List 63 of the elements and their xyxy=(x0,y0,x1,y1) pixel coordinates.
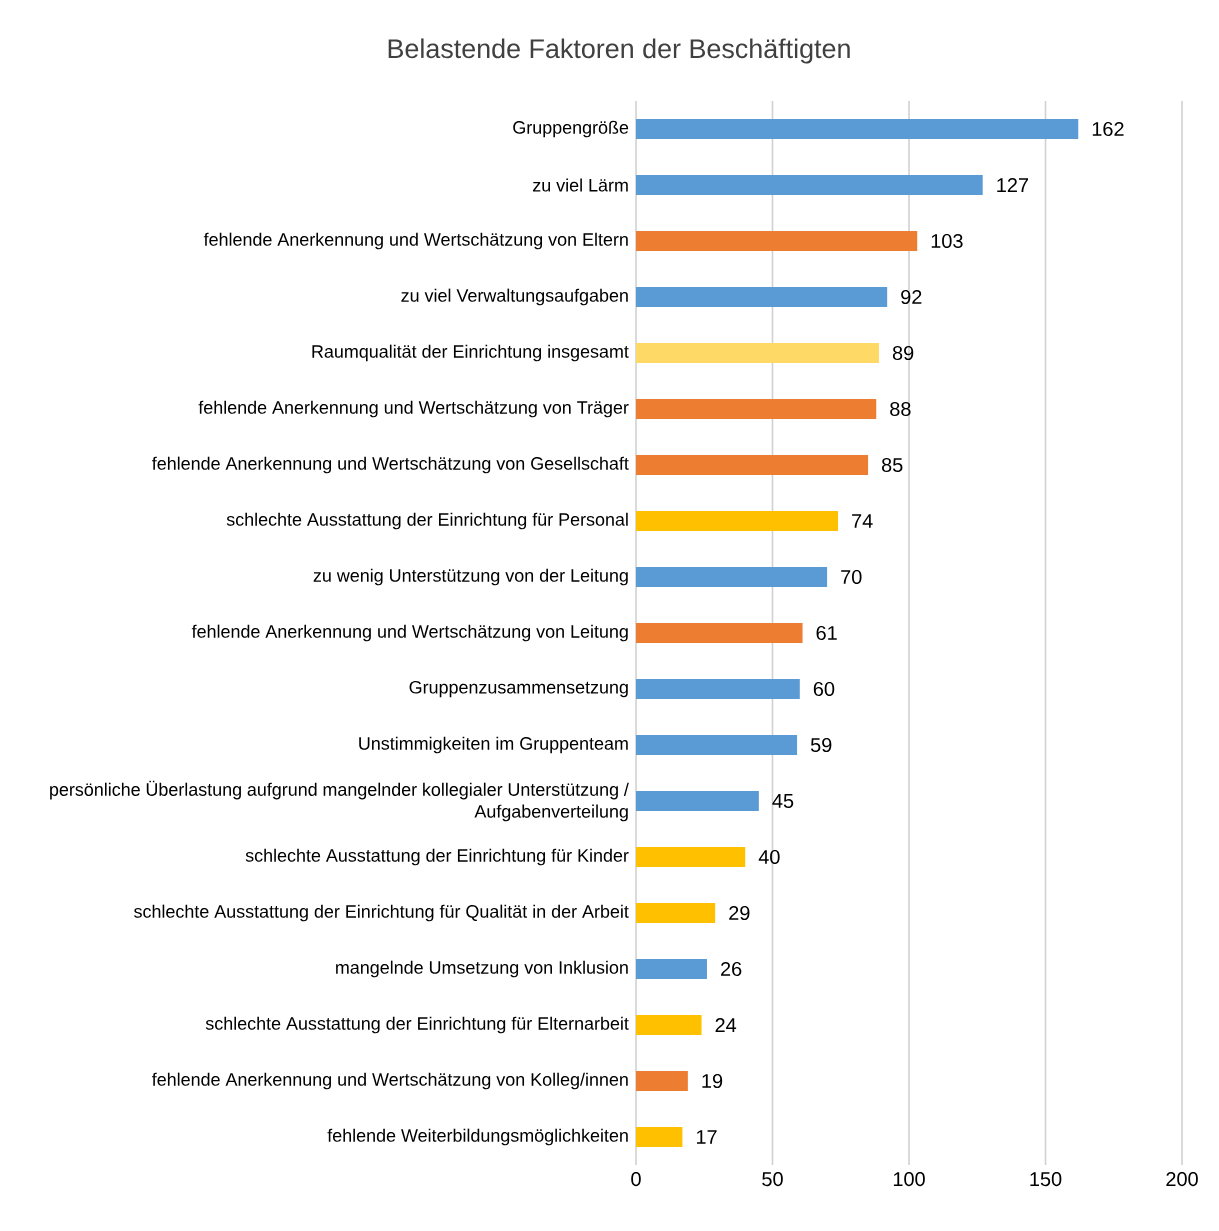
y-tick-label: Gruppengröße xyxy=(513,120,629,138)
bar xyxy=(636,567,828,588)
y-tick-label: schlechte Ausstattung der Einrichtung für Qualität in der Arbeit xyxy=(134,904,629,922)
y-tick-label: zu wenig Unterstützung von der Leitung xyxy=(313,568,628,586)
data-label: 92 xyxy=(901,289,922,305)
data-label: 40 xyxy=(758,849,780,865)
data-label: 70 xyxy=(841,569,862,585)
bar xyxy=(636,231,918,252)
x-tick-label: 50 xyxy=(762,1172,783,1187)
x-tick-label: 150 xyxy=(1030,1172,1062,1187)
bar xyxy=(636,1015,702,1036)
data-label: 60 xyxy=(813,681,835,697)
bar xyxy=(636,1127,683,1148)
bar xyxy=(636,175,983,196)
bar xyxy=(636,791,759,812)
bar xyxy=(636,1071,688,1092)
bar xyxy=(636,847,746,868)
data-label: 74 xyxy=(852,514,873,528)
data-label: 103 xyxy=(931,233,963,249)
data-label: 19 xyxy=(702,1073,723,1089)
data-label: 24 xyxy=(715,1018,737,1032)
x-tick-label: 200 xyxy=(1166,1172,1198,1187)
data-label: 127 xyxy=(997,178,1028,192)
data-label: 29 xyxy=(729,905,750,921)
bar xyxy=(636,735,798,756)
data-label: 85 xyxy=(881,457,903,473)
bar xyxy=(636,399,877,420)
y-tick-label: fehlende Anerkennung und Wertschätzung von Kolleg/innen xyxy=(151,1072,628,1090)
data-label: 59 xyxy=(810,737,832,753)
y-tick-label: Raumqualität der Einrichtung insgesamt xyxy=(312,344,629,362)
data-label: 26 xyxy=(721,961,742,977)
data-label: 162 xyxy=(1092,121,1124,137)
y-tick-label: fehlende Weiterbildungsmöglichkeiten xyxy=(327,1128,628,1146)
chart-title: Belastende Faktoren der Beschäftigten xyxy=(388,38,850,64)
bar xyxy=(636,343,879,364)
y-tick-label: Gruppenzusammensetzung xyxy=(409,680,628,698)
data-label: 61 xyxy=(816,625,837,641)
bar xyxy=(636,455,869,476)
y-tick-label: fehlende Anerkennung und Wertschätzung von Träger xyxy=(198,400,629,418)
y-tick-label: fehlende Anerkennung und Wertschätzung von Leitung xyxy=(191,624,628,642)
y-tick-label: Unstimmigkeiten im Gruppenteam xyxy=(359,736,628,754)
x-tick-label: 100 xyxy=(893,1172,925,1187)
x-tick-label: 0 xyxy=(631,1172,641,1187)
y-tick-label: mangelnde Umsetzung von Inklusion xyxy=(336,960,628,978)
bar xyxy=(636,903,716,924)
y-tick-label: persönliche Überlastung aufgrund mangelnder kollegialer Unterstützung / Aufgabenverteilung xyxy=(50,780,629,822)
y-tick-label: schlechte Ausstattung der Einrichtung für Elternarbeit xyxy=(205,1016,629,1034)
data-label: 88 xyxy=(890,401,911,417)
bar xyxy=(636,623,803,644)
y-tick-label: schlechte Ausstattung der Einrichtung für Kinder xyxy=(245,848,629,866)
data-label: 89 xyxy=(892,345,914,361)
y-tick-label: schlechte Ausstattung der Einrichtung für Personal xyxy=(226,512,628,530)
bar xyxy=(636,511,839,532)
data-label: 17 xyxy=(696,1130,717,1144)
bar xyxy=(636,679,800,700)
y-tick-label: zu viel Verwaltungsaufgaben xyxy=(401,288,628,306)
y-tick-label: fehlende Anerkennung und Wertschätzung von Eltern xyxy=(203,232,628,250)
y-tick-label: fehlende Anerkennung und Wertschätzung von Gesellschaft xyxy=(152,456,629,474)
bar xyxy=(636,287,888,308)
bar xyxy=(636,119,1079,140)
data-label: 45 xyxy=(772,794,794,808)
y-tick-label: zu viel Lärm xyxy=(533,178,628,192)
bar xyxy=(636,959,707,980)
